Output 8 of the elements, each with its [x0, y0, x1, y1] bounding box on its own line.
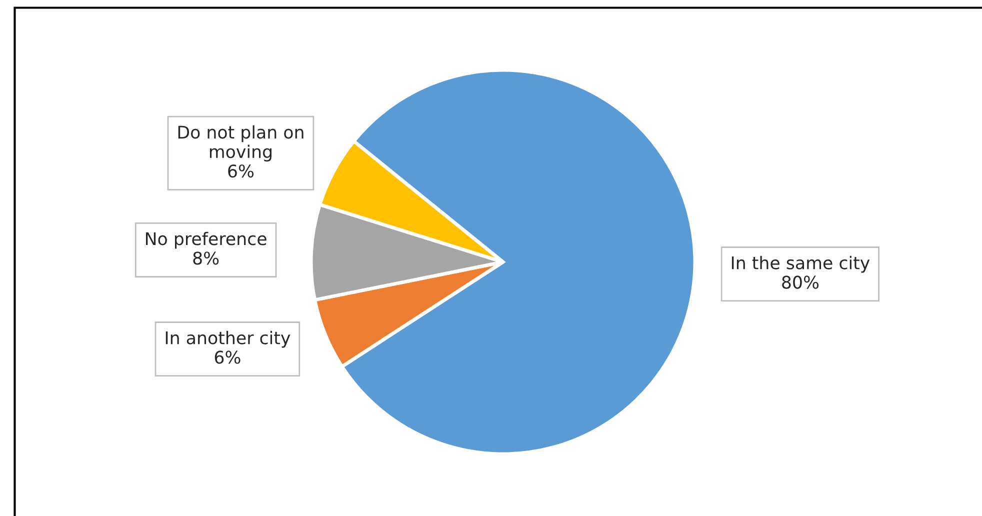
- slice-label: Do not plan on moving: [178, 125, 304, 162]
- slice-label: No preference: [146, 232, 266, 249]
- data-label: 6%: [228, 164, 254, 178]
- slice-label: In another city: [166, 330, 290, 348]
- data-label: 80%: [782, 276, 819, 289]
- slice-label: In the same city: [732, 256, 870, 273]
- data-label: 6%: [214, 350, 240, 364]
- data-label: 8%: [193, 252, 219, 265]
